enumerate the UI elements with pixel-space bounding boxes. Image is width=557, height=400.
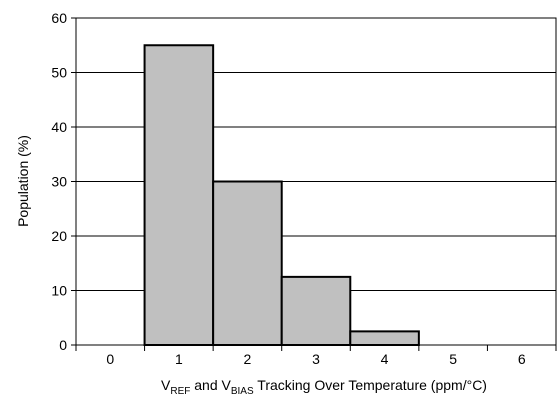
x-tick-label: 5 <box>449 351 457 367</box>
bar-2 <box>212 180 283 346</box>
y-tick-label: 10 <box>51 283 67 299</box>
x-axis-title-sub-ref: REF <box>170 386 190 397</box>
bar-1 <box>143 44 215 346</box>
x-tick-label: 4 <box>381 351 389 367</box>
bars <box>143 44 420 346</box>
bar-4 <box>349 330 420 346</box>
y-tick-label: 40 <box>51 119 67 135</box>
y-axis-ticks: 0 10 20 30 40 50 60 <box>51 10 76 353</box>
x-axis-title: VREF and VBIAS Tracking Over Temperature… <box>161 377 487 397</box>
y-tick-label: 30 <box>51 174 67 190</box>
x-axis-title-v1: V <box>161 377 171 393</box>
x-tick-label: 2 <box>244 351 252 367</box>
y-axis-title: Population (%) <box>15 135 31 227</box>
y-tick-label: 0 <box>59 337 67 353</box>
x-axis-title-tail: Tracking Over Temperature (ppm/°C) <box>254 377 487 393</box>
x-axis-title-sub-bias: BIAS <box>231 386 254 397</box>
x-axis-ticks: 0 1 2 3 4 5 6 <box>75 345 557 367</box>
y-tick-label: 60 <box>51 10 67 26</box>
x-axis-title-mid: and V <box>190 377 231 393</box>
x-tick-label: 3 <box>312 351 320 367</box>
x-tick-label: 6 <box>518 351 526 367</box>
x-tick-label: 0 <box>106 351 114 367</box>
x-tick-label: 1 <box>175 351 183 367</box>
y-tick-label: 20 <box>51 228 67 244</box>
bar-3 <box>280 275 352 346</box>
y-tick-label: 50 <box>51 65 67 81</box>
